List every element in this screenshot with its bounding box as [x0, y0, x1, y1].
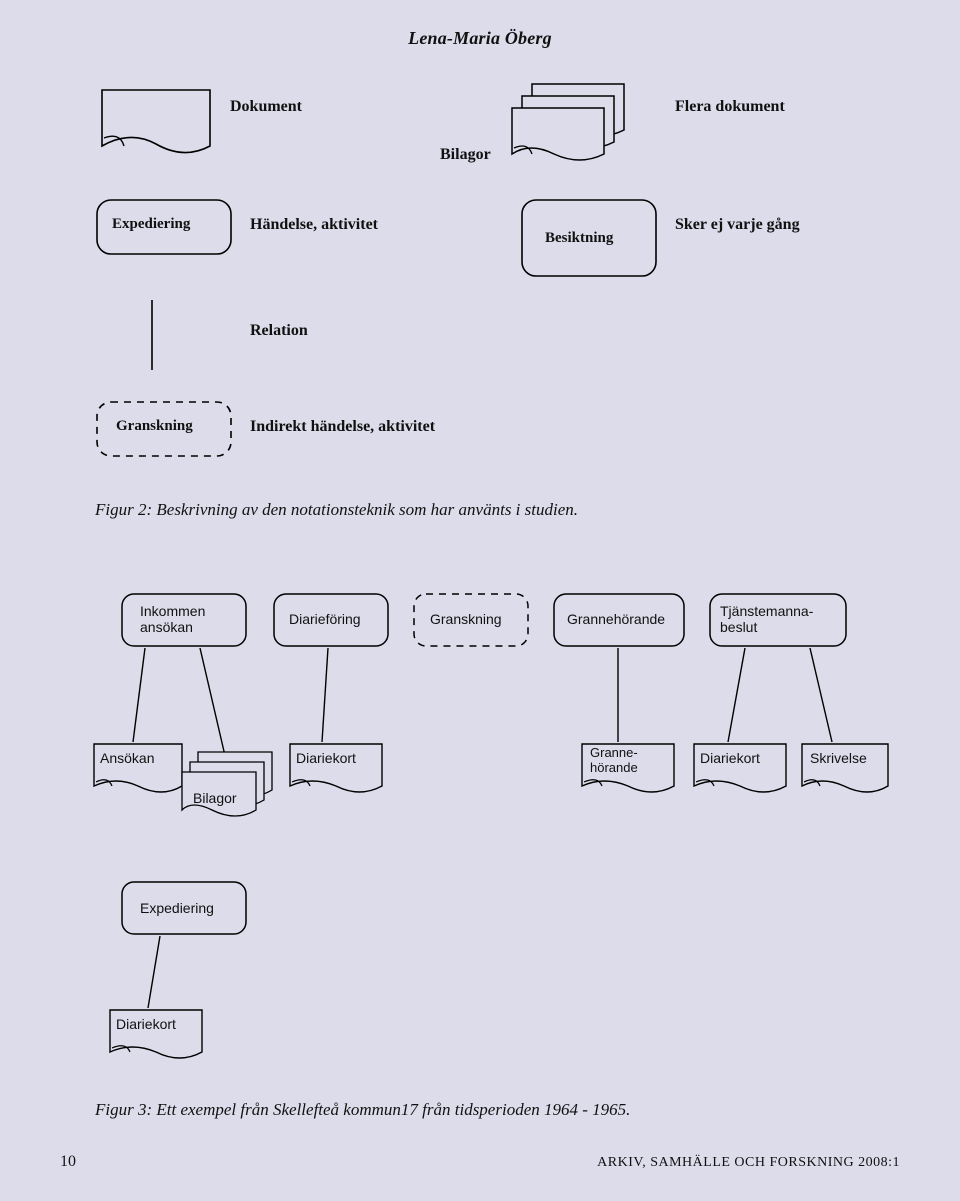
page-number: 10	[60, 1153, 76, 1171]
flow-diariekort2-label: Diariekort	[700, 750, 760, 766]
caption-figur-3: Figur 3: Ett exempel från Skellefteå kom…	[95, 1100, 630, 1120]
flow-bilagor-doc	[180, 750, 280, 820]
flow-grannehorande-doc-label: Granne- hörande	[590, 746, 638, 776]
flow-diariekort3-label: Diariekort	[116, 1016, 176, 1032]
flow-ansokan-label: Ansökan	[100, 750, 154, 766]
flow-skrivelse-label: Skrivelse	[810, 750, 867, 766]
flow-expediering-label: Expediering	[140, 900, 214, 916]
footer-text: ARKIV, SAMHÄLLE OCH FORSKNING 2008:1	[597, 1155, 900, 1171]
page: Lena-Maria Öberg Dokument Flera dokument…	[0, 0, 960, 1201]
flow-diariekort-label: Diariekort	[296, 750, 356, 766]
flow-bilagor-label: Bilagor	[193, 790, 237, 806]
